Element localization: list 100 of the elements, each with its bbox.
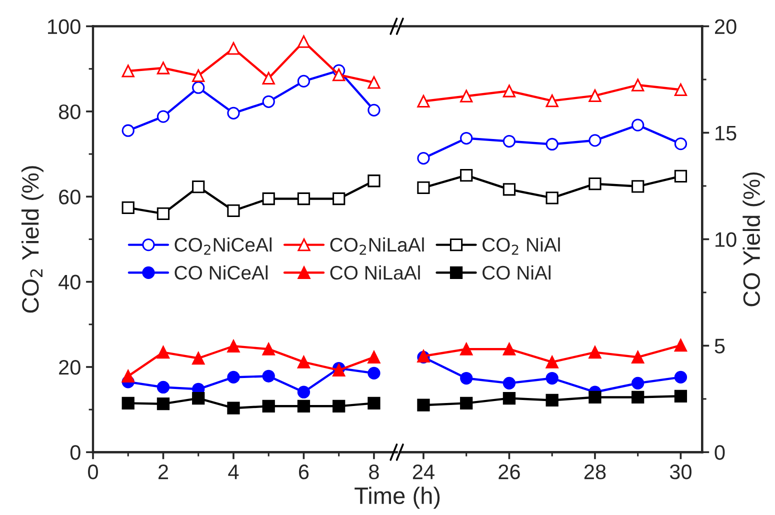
point xyxy=(632,180,644,193)
point xyxy=(546,192,558,204)
point xyxy=(156,380,170,394)
y-tick-label: 80 xyxy=(58,104,80,120)
point xyxy=(502,183,516,196)
point xyxy=(368,104,380,116)
point xyxy=(546,356,558,368)
point xyxy=(262,342,275,356)
point xyxy=(632,390,644,404)
x-tick-label: 26 xyxy=(498,464,520,480)
point xyxy=(192,392,205,405)
point xyxy=(460,132,473,145)
legend-label: CO NiAl xyxy=(482,265,550,280)
point xyxy=(122,201,134,214)
y2-tick-label: 20 xyxy=(715,19,736,34)
point xyxy=(156,207,170,220)
point xyxy=(417,152,430,165)
point xyxy=(368,76,380,89)
y-axis-title: CO$_{2}$ Yield (%) xyxy=(21,166,44,313)
point xyxy=(262,400,275,412)
point xyxy=(227,204,240,218)
point xyxy=(632,376,644,390)
point xyxy=(546,94,558,108)
point xyxy=(227,340,240,352)
point xyxy=(156,346,170,359)
point xyxy=(417,398,430,412)
y-tick-label: 0 xyxy=(70,445,80,460)
y2-tick-label: 10 xyxy=(716,232,736,247)
point xyxy=(227,402,240,414)
point xyxy=(460,90,473,102)
point xyxy=(502,134,516,148)
point xyxy=(192,69,205,82)
point xyxy=(262,192,275,206)
x-tick-label: 6 xyxy=(298,464,309,480)
point xyxy=(297,386,310,398)
point xyxy=(417,181,430,194)
point xyxy=(332,68,346,82)
y-tick-label: 20 xyxy=(59,360,80,375)
x-tick-label: 24 xyxy=(412,464,434,480)
point xyxy=(227,370,240,384)
point xyxy=(297,74,310,88)
y2-axis-title: CO Yield (%) xyxy=(742,172,765,306)
point xyxy=(192,180,205,194)
point xyxy=(297,356,310,368)
point xyxy=(588,178,602,190)
point xyxy=(502,342,516,356)
point xyxy=(588,89,602,102)
point xyxy=(297,400,310,412)
point xyxy=(674,170,688,183)
point xyxy=(460,342,473,356)
point xyxy=(588,134,602,147)
y2-tick-label: 5 xyxy=(714,338,725,354)
point xyxy=(297,192,310,206)
point xyxy=(227,42,240,55)
point xyxy=(156,110,170,123)
legend-label: CO$_{2}$ NiAl xyxy=(482,237,560,255)
point xyxy=(368,366,380,380)
y-tick-label: 100 xyxy=(48,19,80,34)
point xyxy=(332,400,346,412)
y-tick-label: 40 xyxy=(58,274,80,290)
x-tick-label: 30 xyxy=(670,464,692,480)
y2-tick-label: 15 xyxy=(716,126,736,140)
point xyxy=(674,83,688,96)
point xyxy=(262,370,275,382)
point xyxy=(122,396,134,410)
point xyxy=(460,372,473,385)
point xyxy=(297,35,310,48)
x-tick-label: 0 xyxy=(88,464,98,480)
y-tick-label: 60 xyxy=(59,190,80,204)
point xyxy=(368,350,380,364)
x-tick-label: 8 xyxy=(369,464,379,480)
point xyxy=(674,338,688,352)
point xyxy=(632,350,644,364)
point xyxy=(122,64,134,78)
legend-label: CO$_{2}$NiCeAl xyxy=(174,237,272,255)
point xyxy=(368,174,380,188)
point xyxy=(546,372,558,385)
y2-tick-label: 0 xyxy=(714,445,725,460)
point xyxy=(502,376,516,390)
point xyxy=(502,392,516,405)
x-tick-label: 2 xyxy=(158,464,168,480)
point xyxy=(588,346,602,359)
point xyxy=(460,169,473,182)
point xyxy=(502,84,516,98)
legend-label: CO$_{2}$NiLaAl xyxy=(330,237,424,255)
point xyxy=(227,106,240,120)
point xyxy=(546,138,558,151)
point xyxy=(332,192,346,206)
point xyxy=(122,370,134,382)
point xyxy=(417,94,430,108)
x-tick-label: 28 xyxy=(584,464,606,480)
point xyxy=(632,78,644,92)
x-axis-title: Time (h) xyxy=(354,486,440,509)
point xyxy=(262,72,275,85)
point xyxy=(546,394,558,407)
point xyxy=(262,95,275,108)
point xyxy=(368,396,380,410)
point xyxy=(192,352,205,365)
legend-label: CO NiCeAl xyxy=(174,265,268,280)
point xyxy=(588,390,602,404)
